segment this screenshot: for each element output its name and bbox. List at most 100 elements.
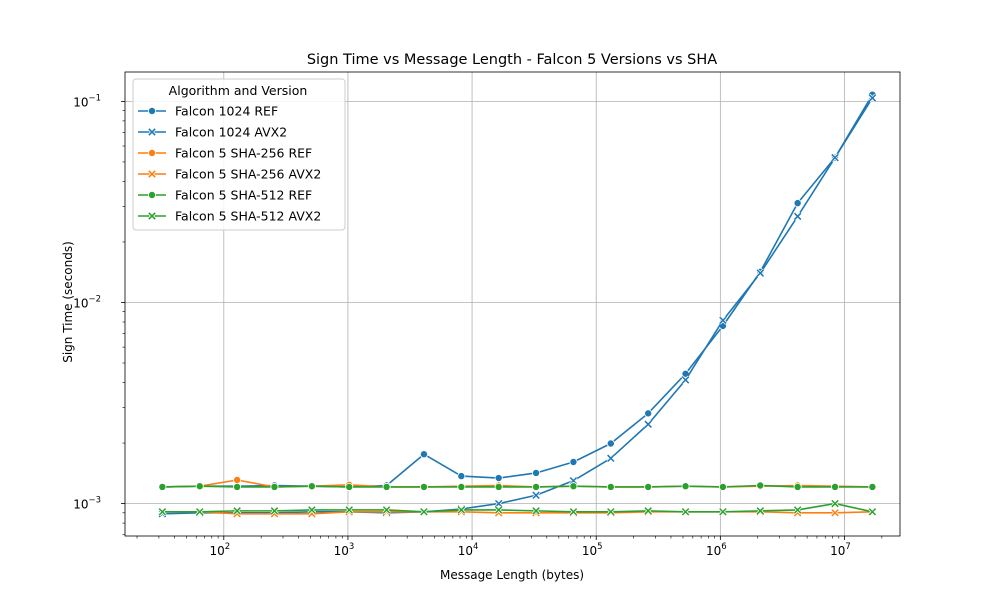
data-point <box>270 506 279 516</box>
data-point <box>195 507 204 517</box>
x-tick-exponent: 4 <box>473 542 478 552</box>
data-point <box>606 507 616 517</box>
data-point <box>382 505 391 515</box>
data-point <box>158 482 167 491</box>
data-point <box>344 505 354 515</box>
data-point <box>569 476 578 485</box>
data-point <box>644 409 653 418</box>
data-point <box>606 482 615 491</box>
data-point <box>643 420 653 429</box>
legend-marker <box>147 107 156 116</box>
data-point <box>868 482 877 491</box>
legend-label: Falcon 1024 REF <box>175 104 278 119</box>
marker-stroke <box>308 506 316 514</box>
y-axis-label: Sign Time (seconds) <box>61 241 75 363</box>
marker-stroke <box>644 507 652 515</box>
marker-stroke <box>382 506 391 514</box>
x-tick-exponent: 7 <box>845 542 850 552</box>
data-point <box>494 482 503 491</box>
marker-stroke <box>532 491 540 499</box>
x-tick-exponent: 3 <box>349 542 354 552</box>
legend-entry: Falcon 1024 AVX2 <box>138 125 287 140</box>
marker-stroke <box>644 420 652 428</box>
legend-entry: Falcon 5 SHA-512 AVX2 <box>138 209 321 224</box>
data-point <box>531 506 541 516</box>
x-tick-exponent: 2 <box>225 542 230 552</box>
legend-title: Algorithm and Version <box>169 83 308 98</box>
data-point <box>532 468 541 477</box>
data-point <box>868 93 877 103</box>
legend-marker <box>147 190 156 199</box>
series-line <box>162 97 874 515</box>
data-point <box>457 505 466 515</box>
marker-stroke <box>494 506 503 514</box>
plot-frame <box>124 71 901 537</box>
y-tick-exponent: −2 <box>88 294 101 304</box>
marker-stroke <box>756 269 765 277</box>
y-tick-exponent: −1 <box>88 93 101 103</box>
x-axis-label: Message Length (bytes) <box>440 568 584 582</box>
data-point <box>345 482 354 491</box>
marker-stroke <box>196 508 204 516</box>
series-line <box>162 484 873 488</box>
marker-stroke <box>831 509 839 517</box>
data-point <box>830 153 840 162</box>
legend-marker <box>147 169 157 179</box>
data-point <box>643 506 653 516</box>
legend-entry: Falcon 1024 REF <box>138 104 278 119</box>
marker-stroke <box>158 508 167 516</box>
data-point <box>681 375 690 385</box>
marker-stroke <box>831 499 839 508</box>
marker-stroke <box>569 508 578 516</box>
legend-label: Falcon 1024 AVX2 <box>175 125 287 140</box>
y-tick-exponent: −3 <box>88 496 101 506</box>
data-point <box>158 507 167 517</box>
data-point <box>494 474 503 483</box>
legend-label: Falcon 5 SHA-256 AVX2 <box>175 167 321 182</box>
data-point <box>532 482 541 491</box>
marker-stroke <box>607 508 615 516</box>
legend-entry: Falcon 5 SHA-256 AVX2 <box>138 167 321 182</box>
data-point <box>793 199 802 208</box>
legend-label: Falcon 5 SHA-256 REF <box>175 146 312 161</box>
x-tick-exponent: 6 <box>721 542 726 552</box>
x-tick-exponent: 5 <box>597 542 602 552</box>
marker-stroke <box>831 153 839 162</box>
marker-stroke <box>681 508 690 516</box>
legend-entry: Falcon 5 SHA-512 REF <box>138 188 312 203</box>
data-point <box>868 507 877 517</box>
data-point <box>195 482 204 491</box>
data-point <box>830 508 840 518</box>
marker-stroke <box>532 507 540 515</box>
data-point <box>569 457 578 466</box>
data-point <box>569 482 578 491</box>
series-falcon-5-sha-512-avx2 <box>158 499 877 517</box>
marker-stroke <box>148 128 156 136</box>
marker-stroke <box>607 454 615 463</box>
series-line <box>162 502 873 513</box>
data-point <box>569 507 578 517</box>
data-point <box>793 505 802 515</box>
data-point <box>681 482 690 491</box>
marker-stroke <box>420 508 428 516</box>
legend-entry: Falcon 5 SHA-256 REF <box>138 146 312 161</box>
marker-stroke <box>756 507 765 515</box>
data-point <box>756 481 765 490</box>
legend-label: Falcon 5 SHA-512 AVX2 <box>175 209 321 224</box>
data-point <box>419 450 428 459</box>
legend-box <box>132 78 346 231</box>
data-point <box>531 491 541 500</box>
data-point <box>756 506 765 516</box>
legend-label: Falcon 5 SHA-512 REF <box>175 188 312 203</box>
marker-stroke <box>345 506 353 514</box>
data-point <box>307 505 317 515</box>
marker-stroke <box>270 507 279 515</box>
marker-stroke <box>719 316 727 325</box>
data-point <box>718 482 727 491</box>
data-point <box>793 212 802 221</box>
data-point <box>494 505 503 515</box>
marker-stroke <box>868 508 877 516</box>
marker-stroke <box>569 476 578 485</box>
marker-stroke <box>148 212 156 220</box>
